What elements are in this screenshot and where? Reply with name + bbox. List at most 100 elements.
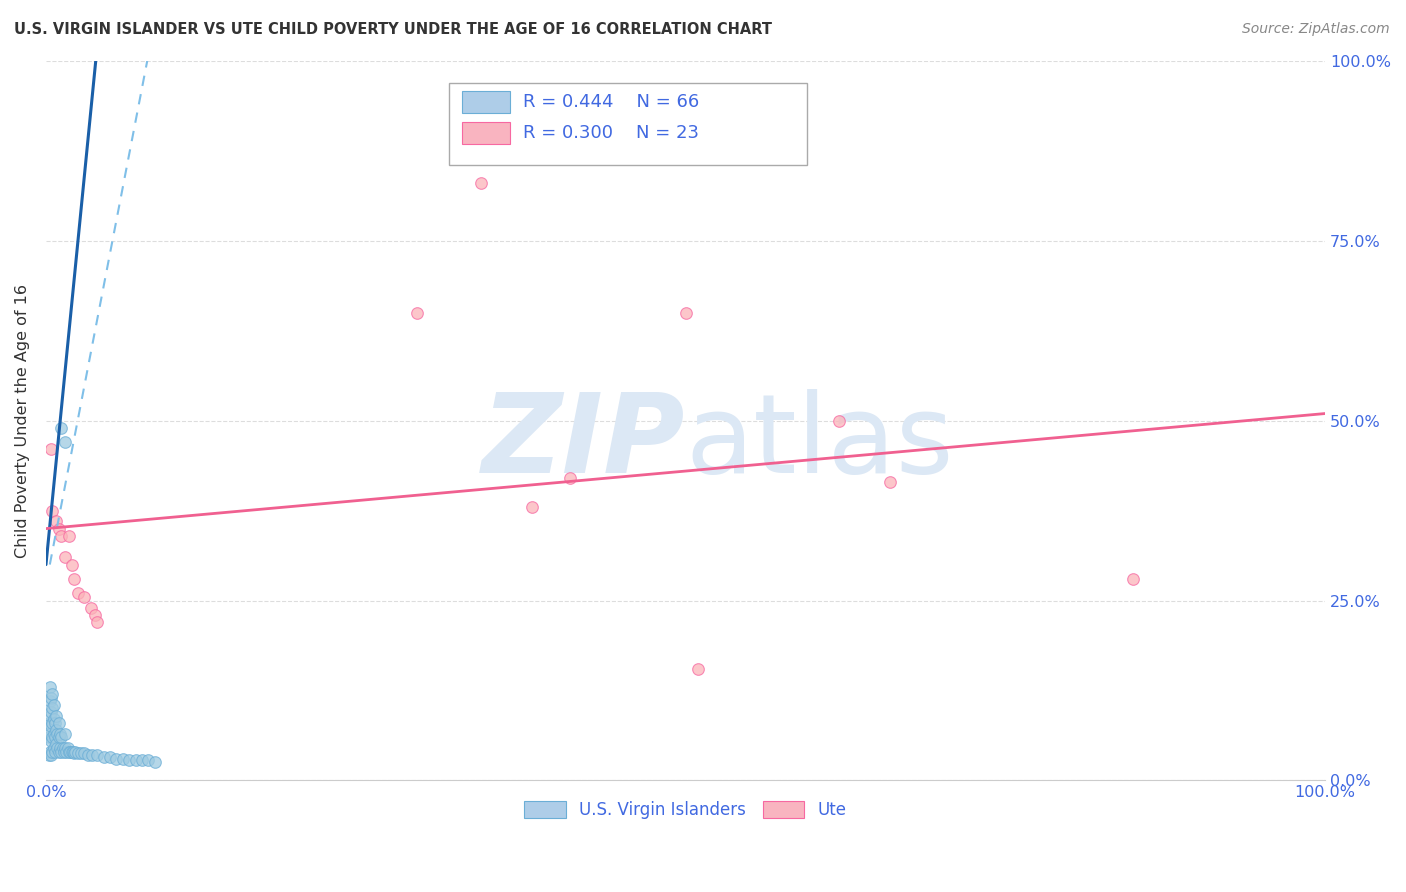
FancyBboxPatch shape [461,122,510,144]
Point [38,748,60,763]
Point [51,745,73,759]
Point [98,750,121,764]
Point [59,745,82,759]
Point [41,745,63,759]
Point [41,730,63,744]
Point [41,687,63,701]
Text: Source: ZipAtlas.com: Source: ZipAtlas.com [1241,22,1389,37]
Point [53,435,76,450]
Text: U.S. VIRGIN ISLANDER VS UTE CHILD POVERTY UNDER THE AGE OF 16 CORRELATION CHART: U.S. VIRGIN ISLANDER VS UTE CHILD POVERT… [14,22,772,37]
Point [675,306,697,320]
Text: R = 0.444    N = 66: R = 0.444 N = 66 [523,93,699,112]
Point [52,740,75,755]
Point [52,745,75,759]
Point [46,740,69,755]
Point [48,715,70,730]
Point [53,740,76,755]
Point [470,177,492,191]
Point [39,719,62,733]
Point [45,737,67,751]
Point [80,600,103,615]
Point [60,558,83,572]
Point [688,662,710,676]
Point [48,745,70,759]
Point [63,572,86,586]
Point [73,746,96,760]
Legend: U.S. Virgin Islanders, Ute: U.S. Virgin Islanders, Ute [517,795,853,826]
FancyBboxPatch shape [461,91,510,113]
Point [48,522,70,536]
Point [51,730,73,744]
Point [105,752,128,766]
Point [38,745,60,759]
Point [41,503,63,517]
Point [42,740,65,755]
Point [83,607,105,622]
Point [44,745,66,759]
Point [38,708,60,723]
Point [63,746,86,760]
Point [58,745,80,759]
Text: ZIP: ZIP [482,389,686,496]
Point [73,590,96,604]
Point [45,723,67,737]
Point [111,752,134,766]
Point [62,745,84,759]
Point [53,550,76,565]
Point [520,500,543,514]
Point [406,306,429,320]
Point [38,715,60,730]
FancyBboxPatch shape [449,83,807,165]
Point [38,726,60,740]
Point [124,753,146,767]
Point [51,421,73,435]
Point [53,726,76,740]
Point [66,586,89,600]
Point [49,726,72,740]
Point [879,475,901,489]
Point [56,740,79,755]
Point [39,748,62,763]
Point [39,442,62,457]
Point [131,753,153,767]
Point [39,705,62,719]
Point [77,748,100,763]
Point [42,712,65,726]
Point [44,715,66,730]
Point [51,529,73,543]
Point [49,740,72,755]
Point [828,414,851,428]
Point [38,680,60,694]
Point [45,708,67,723]
Point [60,745,83,759]
Point [65,745,87,759]
Point [48,730,70,744]
Point [143,755,166,769]
Point [41,715,63,730]
Y-axis label: Child Poverty Under the Age of 16: Child Poverty Under the Age of 16 [15,284,30,558]
Point [46,726,69,740]
Point [80,748,103,763]
Point [560,471,582,485]
Point [42,698,65,712]
Point [42,726,65,740]
Point [136,753,159,767]
Point [38,694,60,708]
Text: R = 0.300    N = 23: R = 0.300 N = 23 [523,124,699,142]
Text: atlas: atlas [686,389,955,496]
Point [45,515,67,529]
Point [38,730,60,744]
Point [39,733,62,747]
Point [55,745,77,759]
Point [93,750,115,764]
Point [39,690,62,705]
Point [41,701,63,715]
Point [1122,572,1144,586]
Point [86,615,108,629]
Point [44,730,66,744]
Point [69,746,91,760]
Point [66,746,89,760]
Point [58,529,80,543]
Point [118,753,141,767]
Point [86,748,108,763]
